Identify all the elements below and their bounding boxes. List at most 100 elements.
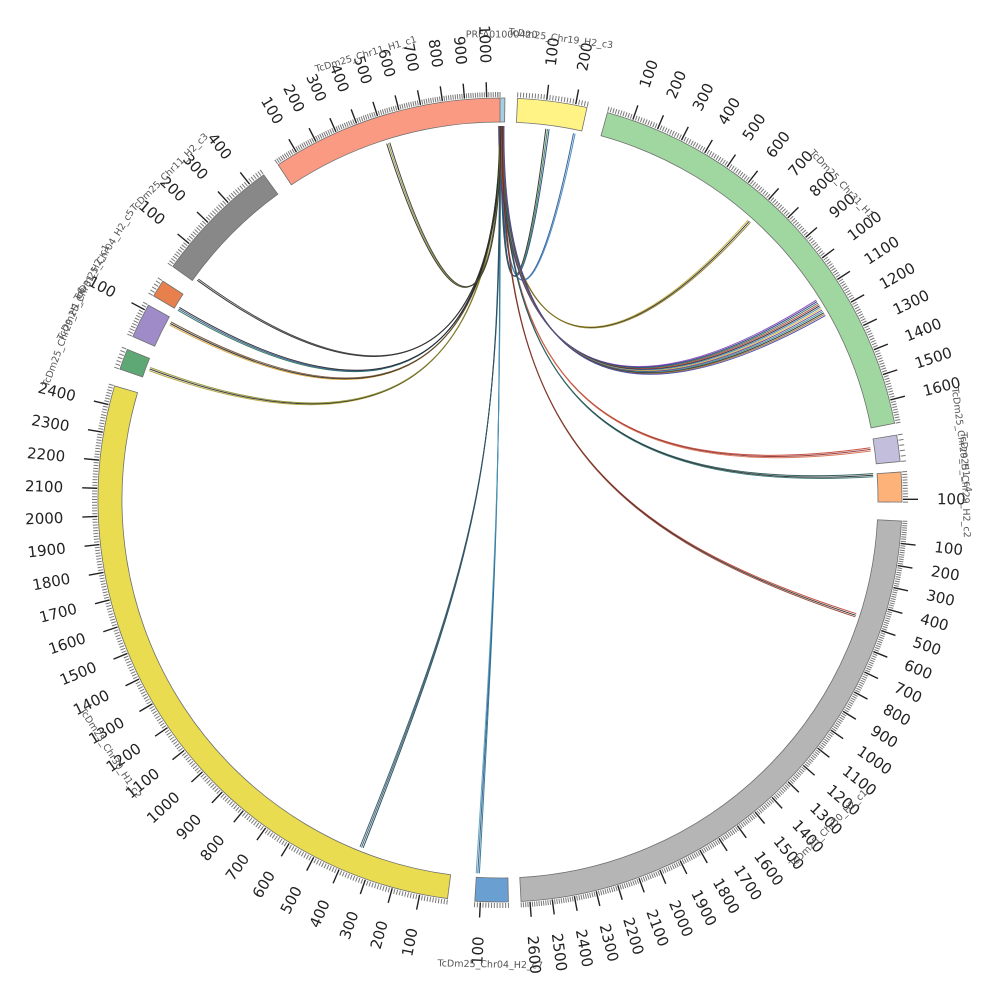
link-tcdm25-chr31-h1 — [500, 125, 820, 370]
major-tick — [359, 879, 366, 895]
major-tick — [853, 691, 868, 700]
major-tick — [372, 101, 379, 117]
tick-label: 1800 — [31, 570, 72, 595]
tick-label: 100 — [542, 36, 563, 67]
segment-name-tcdm25-chr04-h2-c7: TcDm25_Chr04_H2_c7 — [436, 958, 543, 971]
links-layer — [148, 125, 874, 874]
segment-name-prfa01000420: PRFA01000420 — [466, 29, 538, 40]
major-tick — [125, 678, 140, 687]
segment-name-tcdm25-chr29-h2-c2: TcDm25_Chr29_H2_c2 — [958, 431, 972, 538]
major-tick — [131, 302, 146, 311]
major-tick — [177, 233, 190, 245]
tick-label: 900 — [173, 810, 206, 843]
link-tcdm25-chr04-h2-c7 — [475, 125, 502, 874]
major-tick — [787, 206, 799, 219]
major-tick — [239, 172, 251, 185]
major-tick — [881, 629, 896, 637]
major-tick — [659, 869, 667, 885]
major-tick — [882, 369, 898, 376]
tick-label: 2200 — [26, 444, 66, 466]
major-tick — [172, 749, 185, 761]
major-tick — [415, 894, 421, 910]
tick-label: 2600 — [524, 935, 545, 974]
major-tick — [805, 226, 818, 238]
major-tick — [632, 105, 639, 120]
link-tcdm25-chr11-h2-c3 — [198, 125, 501, 357]
tick-label: 600 — [249, 868, 279, 902]
segments-layer — [97, 97, 903, 903]
tick-label: 1300 — [890, 286, 932, 319]
tick-label: 100 — [398, 926, 421, 958]
tick-label: 900 — [450, 35, 470, 65]
tick-label: 700 — [891, 678, 925, 707]
minor-ticks-tcdm25-chr11-h1-c1 — [274, 91, 501, 165]
major-tick — [280, 843, 290, 857]
segment-tcdm25-chr29-h1-c6 — [119, 348, 151, 378]
major-tick — [726, 154, 737, 168]
tick-label: 200 — [663, 68, 691, 101]
segment-tcdm25-chr31-h2-c1 — [132, 304, 170, 347]
link-tcdm25-chr31-h1 — [499, 125, 749, 328]
tick-label: 1000 — [143, 788, 183, 827]
major-tick — [873, 650, 888, 658]
tick-label: 800 — [425, 38, 447, 69]
link-tcdm25-chr19-h2-c3 — [500, 125, 574, 281]
tick-label: 800 — [880, 700, 914, 729]
tick-label: 2200 — [619, 915, 647, 957]
minor-ticks-tcdm25-chr29-h1-c4 — [897, 433, 907, 462]
tick-label: 400 — [918, 610, 950, 635]
major-tick — [656, 114, 665, 130]
major-tick — [387, 888, 393, 903]
link-tcdm25-chr30-h1-c2 — [361, 125, 501, 848]
major-tick — [768, 187, 780, 201]
major-tick — [332, 869, 340, 884]
major-tick — [462, 83, 466, 99]
link-tcdm25-chr29-h2-c2 — [502, 125, 874, 480]
major-tick — [256, 827, 267, 841]
major-tick — [718, 837, 728, 852]
link-tcdm25-chr30-h2-c1 — [502, 125, 856, 618]
major-tick — [890, 395, 906, 401]
major-tick — [551, 899, 555, 915]
major-tick — [850, 294, 865, 303]
tick-label: 500 — [739, 110, 770, 144]
major-tick — [699, 849, 708, 864]
tick-label: 100 — [933, 538, 963, 559]
major-tick — [817, 747, 830, 758]
link-tcdm25-chr31-h1 — [500, 125, 751, 329]
link-tcdm25-chr31-h2-c1 — [170, 125, 501, 380]
minor-ticks-tcdm25-chr19-h2-c3 — [517, 92, 589, 107]
major-tick — [190, 771, 203, 783]
tick-label: 100 — [468, 936, 487, 965]
tick-label: 300 — [689, 80, 718, 114]
major-tick — [93, 400, 109, 406]
major-tick — [288, 138, 298, 153]
tick-label: 2300 — [30, 411, 71, 435]
segment-tcdm25-chr11-h1-c1 — [277, 97, 501, 186]
major-tick — [211, 791, 223, 804]
tick-label: 1500 — [57, 658, 99, 689]
tick-label: 200 — [279, 82, 308, 116]
tick-label: 500 — [911, 633, 944, 659]
tick-label: 400 — [204, 130, 236, 164]
major-tick — [478, 902, 482, 918]
link-tcdm25-chr11-h1-c1 — [389, 125, 502, 288]
major-tick — [575, 89, 580, 105]
segment-tcdm25-chr31-h1 — [600, 112, 896, 429]
tick-label: 2400 — [572, 928, 597, 969]
major-tick — [546, 84, 550, 100]
minor-ticks-tcdm25-chr04-h2-c5 — [148, 277, 163, 296]
minor-ticks-tcdm25-chr29-h1-c6 — [114, 346, 127, 370]
tick-label: 2500 — [548, 932, 571, 972]
major-tick — [416, 90, 422, 106]
major-tick — [103, 626, 118, 633]
tick-label: 200 — [573, 41, 596, 73]
major-tick — [893, 586, 909, 592]
tick-label: 600 — [902, 656, 935, 683]
tick-label: 400 — [306, 897, 334, 930]
major-tick — [638, 878, 645, 893]
ticks-layer — [82, 82, 919, 918]
major-tick — [787, 781, 800, 793]
major-tick — [394, 95, 400, 111]
